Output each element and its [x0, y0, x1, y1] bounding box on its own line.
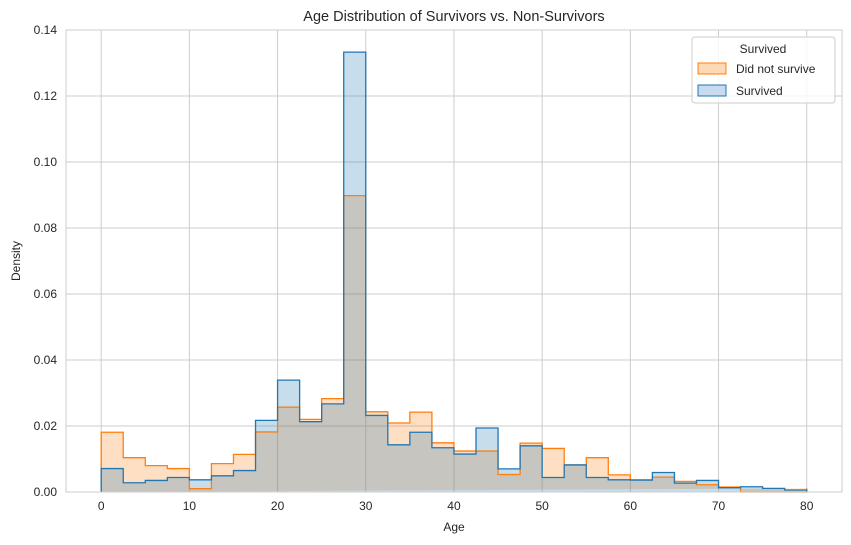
y-tick-label: 0.14: [34, 23, 58, 37]
legend-swatch-survived: [697, 84, 727, 97]
legend: Survived Did not survive Survived: [691, 36, 836, 104]
x-axis-label: Age: [443, 520, 465, 534]
y-tick-label: 0.10: [34, 155, 58, 169]
x-tick-label: 0: [98, 499, 105, 513]
x-tick-label: 60: [624, 499, 638, 513]
y-tick-label: 0.06: [34, 287, 58, 301]
legend-label-survived: Survived: [736, 84, 783, 98]
series-outline-survived: [100, 51, 808, 492]
x-tick-label: 70: [712, 499, 726, 513]
x-tick-label: 50: [535, 499, 549, 513]
y-tick-label: 0.00: [34, 485, 58, 499]
x-tick-label: 30: [359, 499, 373, 513]
x-tick-labels: 0 10 20 30 40 50 60 70 80: [98, 499, 814, 513]
y-tick-labels: 0.00 0.02 0.04 0.06 0.08 0.10 0.12 0.14: [34, 23, 58, 499]
y-tick-label: 0.12: [34, 89, 58, 103]
chart-title: Age Distribution of Survivors vs. Non-Su…: [303, 9, 604, 25]
x-tick-label: 80: [800, 499, 814, 513]
x-tick-label: 10: [183, 499, 197, 513]
y-tick-label: 0.02: [34, 419, 58, 433]
series-layer: [100, 51, 808, 493]
legend-swatch-did-not-survive: [697, 62, 727, 75]
legend-title: Survived: [740, 42, 787, 56]
y-tick-label: 0.04: [34, 353, 58, 367]
x-tick-label: 20: [271, 499, 285, 513]
legend-box: [691, 36, 836, 104]
legend-label-did-not-survive: Did not survive: [736, 62, 816, 76]
y-tick-label: 0.08: [34, 221, 58, 235]
x-tick-label: 40: [447, 499, 461, 513]
plot-frame: [65, 29, 843, 493]
y-axis-label: Density: [9, 241, 23, 281]
